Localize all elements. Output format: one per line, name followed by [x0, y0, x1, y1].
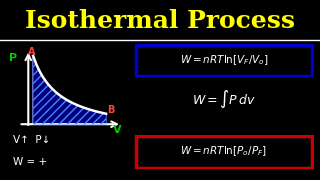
Text: $W = \int P\,dv$: $W = \int P\,dv$	[192, 88, 256, 110]
Text: V↑  P↓: V↑ P↓	[13, 135, 50, 145]
Polygon shape	[33, 56, 106, 124]
Text: P: P	[9, 53, 17, 63]
Text: $W = nRT\ln[P_o/P_F]$: $W = nRT\ln[P_o/P_F]$	[180, 145, 268, 158]
Text: $W = nRT\ln[V_F/V_o]$: $W = nRT\ln[V_F/V_o]$	[180, 53, 268, 67]
Text: V: V	[113, 125, 122, 135]
Text: B: B	[107, 105, 115, 115]
FancyBboxPatch shape	[136, 45, 312, 76]
Text: A: A	[28, 47, 36, 57]
Text: Isothermal Process: Isothermal Process	[25, 9, 295, 33]
Text: W = +: W = +	[13, 157, 47, 167]
FancyBboxPatch shape	[136, 136, 312, 168]
